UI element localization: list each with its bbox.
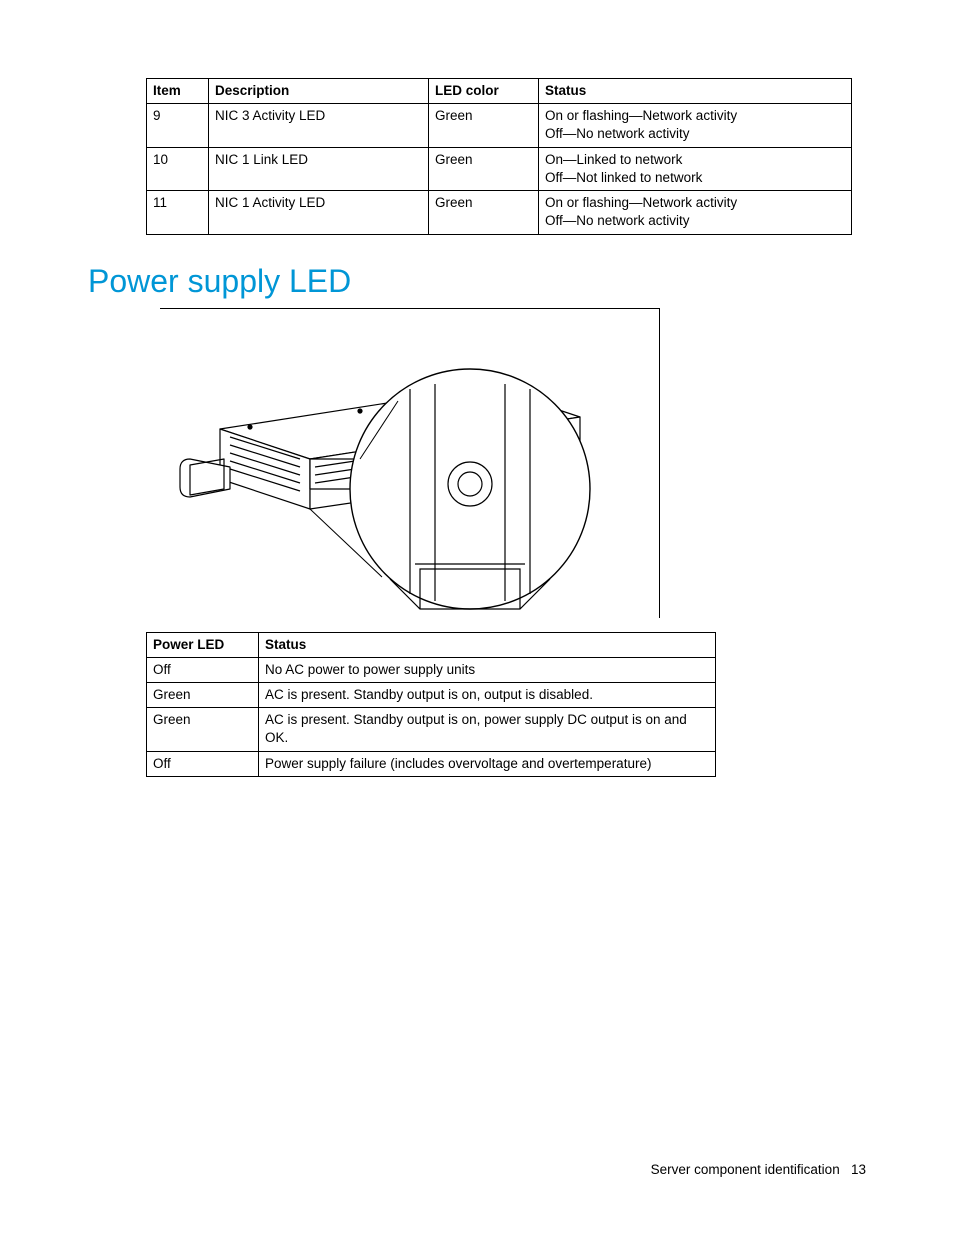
cell: 11 (147, 191, 209, 234)
table-row: 9NIC 3 Activity LEDGreenOn or flashing—N… (147, 104, 852, 147)
led-table: Item Description LED color Status 9NIC 3… (146, 78, 852, 235)
section-heading: Power supply LED (88, 263, 866, 300)
power-supply-figure (160, 308, 866, 618)
cell: AC is present. Standby output is on, out… (259, 682, 716, 707)
table-row: 11NIC 1 Activity LEDGreenOn or flashing—… (147, 191, 852, 234)
table-row: 10NIC 1 Link LEDGreenOn—Linked to networ… (147, 147, 852, 190)
cell: Off (147, 751, 259, 776)
cell: On or flashing—Network activity Off—No n… (539, 104, 852, 147)
cell: NIC 1 Activity LED (209, 191, 429, 234)
page-footer: Server component identification 13 (651, 1162, 866, 1177)
cell: AC is present. Standby output is on, pow… (259, 708, 716, 751)
cell: On or flashing—Network activity Off—No n… (539, 191, 852, 234)
th-led: LED color (429, 79, 539, 104)
th-item: Item (147, 79, 209, 104)
cell: Power supply failure (includes overvolta… (259, 751, 716, 776)
footer-section: Server component identification (651, 1162, 840, 1177)
cell: Green (147, 682, 259, 707)
table-row: OffNo AC power to power supply units (147, 657, 716, 682)
cell: NIC 3 Activity LED (209, 104, 429, 147)
cell: Off (147, 657, 259, 682)
cell: On—Linked to network Off—Not linked to n… (539, 147, 852, 190)
table-row: GreenAC is present. Standby output is on… (147, 682, 716, 707)
th-status: Status (539, 79, 852, 104)
table-row: GreenAC is present. Standby output is on… (147, 708, 716, 751)
cell: 9 (147, 104, 209, 147)
cell: Green (429, 104, 539, 147)
cell: 10 (147, 147, 209, 190)
cell: No AC power to power supply units (259, 657, 716, 682)
th-desc: Description (209, 79, 429, 104)
cell: Green (147, 708, 259, 751)
power-led-table: Power LED Status OffNo AC power to power… (146, 632, 716, 777)
th-power-led: Power LED (147, 632, 259, 657)
th-status2: Status (259, 632, 716, 657)
table-row: OffPower supply failure (includes overvo… (147, 751, 716, 776)
cell: NIC 1 Link LED (209, 147, 429, 190)
cell: Green (429, 191, 539, 234)
footer-page: 13 (851, 1162, 866, 1177)
cell: Green (429, 147, 539, 190)
